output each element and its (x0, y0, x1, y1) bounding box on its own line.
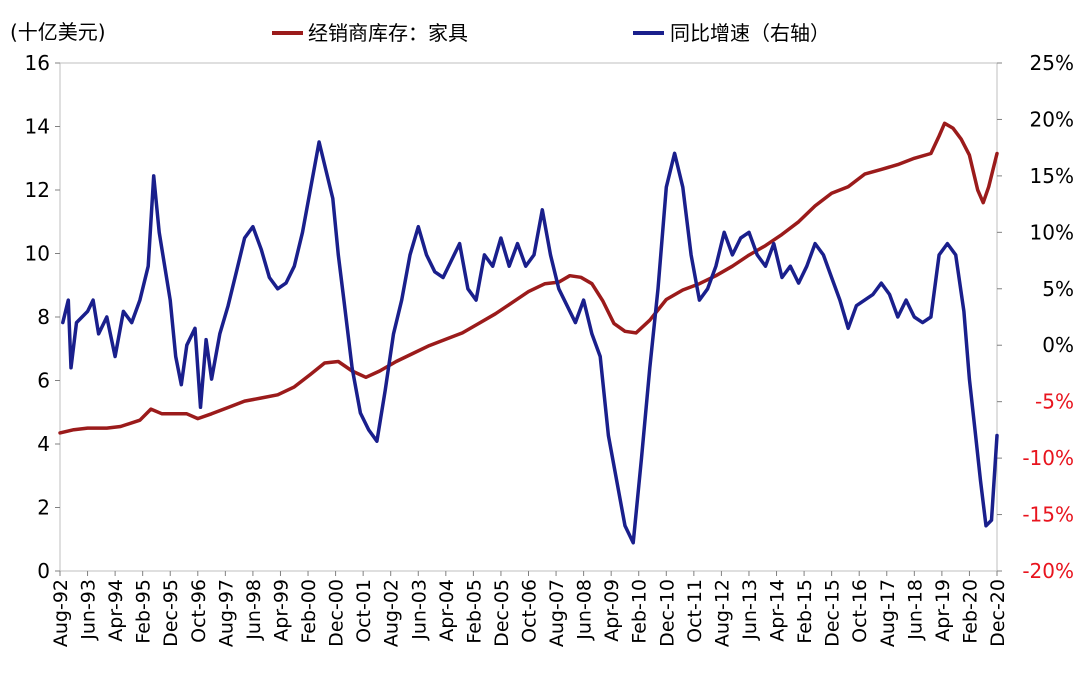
x-tick-label: Apr-04 (436, 579, 458, 642)
right-tick-label: -15% (1022, 503, 1074, 527)
left-tick-label: 4 (37, 432, 50, 456)
x-tick-label: Feb-20 (959, 579, 981, 644)
x-tick-label: Dec-10 (656, 579, 678, 647)
legend-label-inventory: 经销商库存：家具 (308, 21, 468, 45)
left-tick-label: 14 (25, 115, 50, 139)
x-tick-label: Oct-01 (353, 579, 375, 643)
x-tick-label: Feb-95 (133, 579, 155, 644)
right-tick-label: 10% (1030, 220, 1074, 244)
x-tick-label: Aug-02 (381, 579, 403, 647)
x-tick-label: Jun-98 (243, 579, 265, 641)
x-tick-label: Apr-94 (105, 579, 127, 642)
left-axis: 0 2 4 6 8 10 12 14 16 (25, 51, 60, 583)
x-tick-label: Apr-99 (270, 579, 292, 642)
left-tick-label: 0 (37, 559, 50, 583)
left-tick-label: 12 (25, 178, 50, 202)
x-tick-label: Feb-05 (463, 579, 485, 644)
x-tick-label: Aug-07 (546, 579, 568, 647)
x-tick-label: Aug-17 (877, 579, 899, 647)
series-layer (58, 121, 999, 545)
series-line-yoy-growth (61, 140, 999, 545)
x-tick-label: Aug-97 (215, 579, 237, 647)
x-tick-label: Dec-00 (326, 579, 348, 647)
series-line-inventory (58, 121, 999, 435)
left-axis-unit-label: (十亿美元) (10, 20, 106, 44)
right-tick-label: 25% (1030, 51, 1074, 75)
left-tick-label: 10 (25, 242, 50, 266)
x-tick-label: Feb-10 (629, 579, 651, 644)
legend: 经销商库存：家具 同比增速（右轴） (272, 21, 830, 45)
left-tick-label: 16 (25, 51, 50, 75)
x-tick-label: Dec-05 (491, 579, 513, 647)
right-tick-label: 0% (1042, 333, 1074, 357)
x-tick-label: Jun-18 (904, 579, 926, 641)
left-tick-label: 8 (37, 305, 50, 329)
left-tick-label: 6 (37, 369, 50, 393)
x-tick-label: Apr-19 (932, 579, 954, 642)
x-tick-label: Jun-08 (574, 579, 596, 641)
x-tick-label: Oct-11 (684, 579, 706, 643)
x-tick-label: Jun-03 (408, 579, 430, 641)
x-tick-label: Aug-12 (711, 579, 733, 647)
x-tick-label: Feb-15 (794, 579, 816, 644)
x-tick-label: Oct-96 (188, 579, 210, 643)
x-tick-label: Dec-15 (822, 579, 844, 647)
right-tick-label: -20% (1022, 559, 1074, 583)
right-tick-label: -10% (1022, 446, 1074, 470)
right-axis: -20% -15% -10% -5% 0% 5% 10% 15% 20% 25% (997, 51, 1074, 583)
x-tick-label: Oct-16 (849, 579, 871, 643)
legend-label-yoy-growth: 同比增速（右轴） (670, 21, 830, 45)
x-tick-label: Dec-95 (160, 579, 182, 647)
right-tick-label: 15% (1030, 164, 1074, 188)
x-tick-label: Jun-13 (739, 579, 761, 641)
x-tick-label: Aug-92 (50, 579, 72, 647)
x-tick-label: Oct-06 (519, 579, 541, 643)
right-tick-label: 5% (1042, 277, 1074, 301)
x-tick-label: Feb-00 (298, 579, 320, 644)
x-axis: Aug-92 Jun-93 Apr-94 Feb-95 Dec-95 Oct-96 Aug-… (50, 571, 1009, 647)
left-tick-label: 2 (37, 496, 50, 520)
x-tick-label: Apr-14 (767, 579, 789, 642)
x-tick-label: Dec-20 (987, 579, 1009, 647)
right-tick-label: 20% (1030, 107, 1074, 131)
x-tick-label: Jun-93 (78, 579, 100, 641)
x-tick-label: Apr-09 (601, 579, 623, 642)
right-tick-label: -5% (1035, 390, 1074, 414)
